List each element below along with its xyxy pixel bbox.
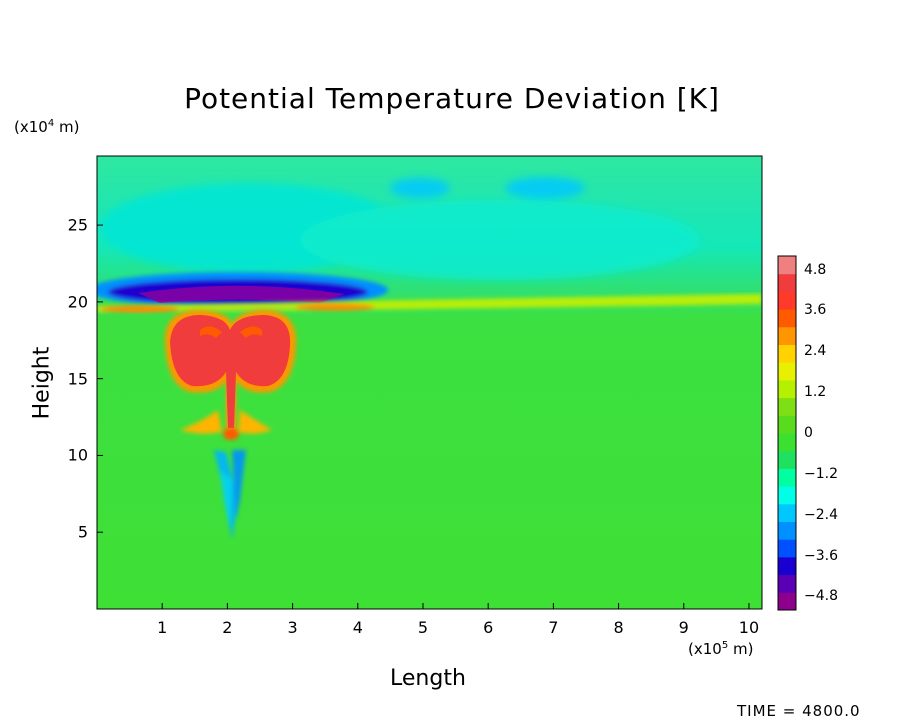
colorbar-swatch [778,486,796,505]
warm-plume-notch [200,326,222,338]
warm-band [97,294,762,312]
x-tick-label: 10 [738,618,760,637]
colorbar-label: −1.2 [804,465,838,482]
warm-lobe [180,410,222,434]
x-tick-label: 5 [417,618,429,637]
chart-title: Potential Temperature Deviation [K] [184,82,720,115]
x-tick-label: 1 [157,618,168,637]
colorbar-swatch [778,503,796,522]
x-axis-label: Length [390,666,466,691]
colorbar [777,255,797,611]
warm-band-core [100,305,180,313]
colorbar-label: 1.2 [804,384,827,401]
colorbar-label: −3.6 [804,547,838,564]
colorbar-label: 4.8 [804,261,827,278]
x-tick-label: 9 [678,618,689,637]
colorbar-swatch [778,556,796,576]
x-tick-label: 7 [548,618,559,637]
cold-streak [220,470,232,530]
time-readout: TIME = 4800.0 [737,702,861,720]
y-tick-label: 5 [77,522,88,542]
warm-plume-notch [240,326,262,338]
plot-frame [96,155,763,610]
y-tick-label: 15 [67,369,88,389]
warm-blob [223,428,239,440]
colorbar-label: 2.4 [804,343,827,360]
cool-region [300,200,700,280]
colorbar-label: −4.8 [804,588,838,605]
cool-region [505,177,585,199]
colorbar-swatch [778,468,796,487]
colorbar-swatch [778,291,796,310]
x-axis-unit: (x105 m) [688,640,754,658]
x-tick-label: 3 [287,618,298,637]
colorbar-swatch [778,309,796,328]
y-axis-unit: (x104 m) [14,118,80,136]
colorbar-swatch [778,574,796,593]
x-tick-marks [161,603,750,609]
colorbar-swatch [778,326,796,345]
colorbar-swatch [778,256,796,275]
colorbar-swatch [778,362,796,381]
colorbar-label: 3.6 [804,302,827,319]
y-tick-label: 10 [67,445,88,465]
cold-streak [232,450,246,520]
colorbar-swatch [778,433,796,452]
colorbar-swatch [778,450,796,469]
warm-band-core [295,303,375,311]
colorbar-label: −2.4 [804,506,838,523]
colorbar-swatch [778,344,796,363]
colorbar-frame [777,255,797,611]
warm-plume-core [170,314,291,428]
x-tick-label: 8 [613,618,624,637]
y-axis-label: Height [29,346,55,420]
colorbar-label: 0 [804,425,813,441]
y-tick-marks [97,224,103,533]
colorbar-swatch [778,415,796,434]
colorbar-swatch [778,379,796,399]
colorbar-swatch [778,521,796,540]
x-tick-label: 2 [222,618,233,637]
y-tick-label: 20 [67,292,88,312]
x-tick-label: 6 [483,618,494,637]
colorbar-swatch [778,397,796,416]
y-tick-label: 25 [67,215,88,235]
colorbar-swatch [778,273,796,292]
cool-region [390,178,450,198]
colorbar-swatch [778,592,796,611]
x-tick-label: 4 [352,618,363,637]
warm-lobe [238,410,272,434]
cold-layer-core [138,285,345,303]
colorbar-swatch [778,539,796,558]
